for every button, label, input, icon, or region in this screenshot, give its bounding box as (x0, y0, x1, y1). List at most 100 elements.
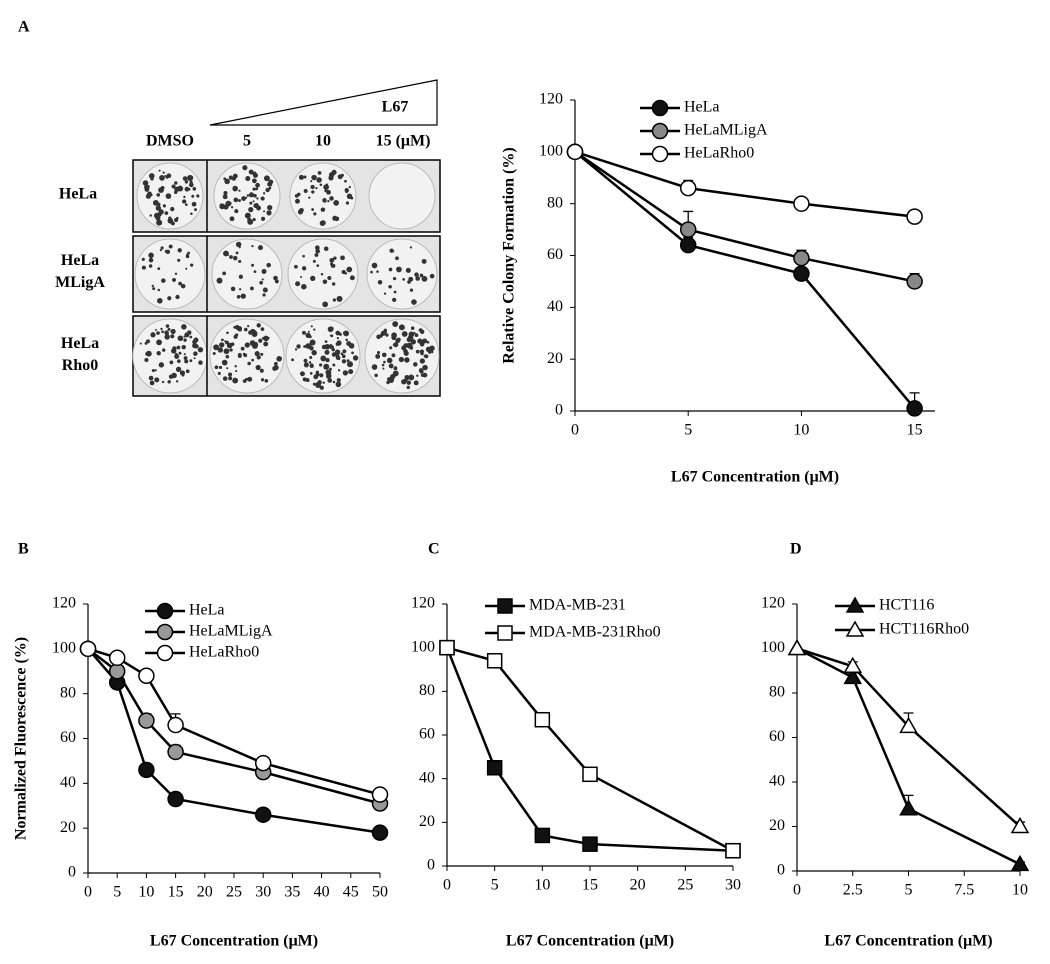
dish (289, 162, 357, 230)
colony (162, 380, 165, 384)
colony (191, 194, 195, 198)
y-tick-label: 120 (411, 595, 435, 612)
colony (320, 272, 324, 276)
colony (258, 338, 263, 343)
colony (165, 249, 171, 255)
colony (422, 364, 428, 371)
colony (328, 172, 335, 178)
marker (1010, 816, 1030, 834)
colony (172, 277, 176, 282)
x-tick-label: 5 (905, 882, 913, 899)
colony (175, 380, 179, 383)
colony (226, 331, 229, 335)
colony (256, 197, 259, 200)
colony (160, 327, 163, 331)
colony (309, 363, 314, 367)
colony (310, 180, 313, 183)
colony (316, 264, 320, 267)
colony (377, 279, 383, 285)
colony (326, 373, 331, 379)
colony (194, 208, 197, 212)
y-axis-title: Relative Colony Formation (%) (501, 147, 518, 363)
colony (409, 288, 414, 292)
series-line (446, 646, 734, 852)
colony (185, 253, 189, 257)
colony (346, 359, 350, 363)
legend-label: HeLaMLigA (684, 122, 768, 139)
colony (314, 253, 319, 257)
colony (229, 216, 235, 222)
colony (326, 189, 331, 195)
legend-label: MDA-MB-231Rho0 (529, 624, 661, 641)
colony (294, 348, 298, 351)
dish (366, 238, 438, 310)
colony (182, 199, 187, 204)
colony (152, 287, 156, 291)
y-tick-label: 40 (419, 769, 435, 786)
colony (323, 246, 329, 251)
colony (167, 217, 174, 224)
colony (224, 340, 227, 343)
colony (245, 377, 248, 381)
colony (244, 327, 248, 332)
marker (793, 249, 810, 267)
colony (349, 275, 355, 281)
colony (311, 208, 315, 211)
colony (181, 344, 186, 350)
colony (301, 266, 307, 271)
marker (254, 806, 272, 823)
x-tick-label: 50 (372, 884, 388, 901)
y-tick-label: 20 (769, 817, 785, 834)
colony-panel: L67 DMSO 5 10 15 (μM) HeLa HeLa MLigA HeL… (55, 79, 441, 397)
colony (384, 330, 387, 334)
colony (158, 362, 165, 368)
colony (167, 327, 171, 331)
colony (406, 380, 412, 385)
colony (263, 335, 269, 342)
colony (174, 354, 179, 359)
row-label: HeLa (59, 186, 97, 203)
colony (383, 360, 386, 364)
colony (415, 276, 420, 281)
colony (263, 175, 270, 182)
y-tick-label: 20 (419, 813, 435, 830)
colony (171, 184, 176, 189)
colony (344, 272, 348, 275)
colony (223, 191, 228, 196)
colony (187, 187, 191, 191)
colony (157, 288, 161, 292)
colony (226, 253, 229, 257)
colony (262, 287, 268, 293)
colony (149, 380, 155, 386)
legend-marker (156, 644, 174, 662)
colony (300, 371, 305, 377)
colony (322, 381, 325, 384)
colony (175, 216, 179, 220)
marker (843, 667, 863, 685)
colony (336, 378, 341, 383)
colony (176, 359, 181, 364)
colony (393, 342, 399, 348)
colony (429, 273, 435, 279)
colony (323, 363, 330, 370)
colony (174, 181, 178, 185)
colony (178, 351, 182, 355)
colony (228, 175, 233, 180)
y-tick-label: 60 (547, 246, 563, 263)
colony (327, 378, 333, 383)
colony (298, 174, 304, 180)
colony (238, 274, 243, 279)
x-axis-title: L67 Concentration (μM) (506, 933, 674, 950)
colony (234, 364, 237, 368)
colony (162, 204, 166, 208)
colony (321, 344, 327, 350)
colony (371, 364, 378, 370)
colony (191, 201, 197, 207)
colony (160, 246, 164, 250)
y-tick-label: 60 (419, 726, 435, 743)
colony (374, 373, 378, 378)
colony (419, 358, 426, 364)
colony (274, 361, 278, 366)
colony (291, 358, 295, 362)
y-axis-title: Normalized Fluorescence (%) (13, 637, 30, 840)
